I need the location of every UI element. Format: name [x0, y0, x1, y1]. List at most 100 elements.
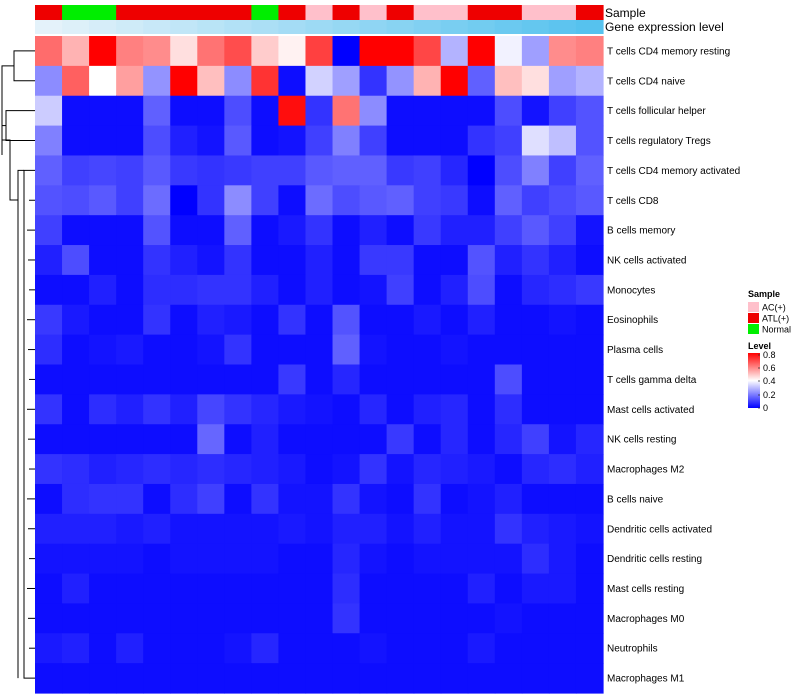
heatmap-cell	[413, 95, 442, 127]
heatmap-cell	[548, 125, 577, 157]
heatmap-cell	[251, 245, 280, 276]
heatmap-cell	[332, 454, 361, 485]
heatmap-cell	[224, 304, 252, 336]
heatmap-cell	[440, 155, 469, 186]
heatmap-cell	[224, 274, 252, 306]
heatmap-cell	[521, 394, 550, 425]
legend-sample-swatch	[748, 302, 759, 312]
heatmap-cell	[332, 513, 361, 545]
heatmap-cell	[359, 274, 388, 306]
sample-annotation-cell	[251, 5, 280, 20]
heatmap-cell	[224, 513, 252, 545]
heatmap-cell	[386, 394, 415, 425]
heatmap-cell	[251, 633, 280, 664]
heatmap-cell	[440, 185, 469, 216]
heatmap-cell	[359, 36, 388, 67]
heatmap-cell	[62, 483, 90, 515]
heatmap-cell	[548, 543, 577, 575]
sample-annotation-cell	[89, 5, 117, 20]
heatmap-cell	[224, 573, 252, 605]
heatmap-cell	[278, 155, 307, 186]
heatmap-cell	[170, 573, 198, 605]
heatmap-cell	[62, 304, 90, 336]
heatmap-cell	[359, 304, 388, 336]
row-label: T cells gamma delta	[607, 375, 697, 386]
heatmap-cell	[251, 454, 280, 485]
heatmap-cell	[278, 394, 307, 425]
heatmap-cell	[440, 125, 469, 157]
heatmap-cell	[467, 364, 496, 395]
heatmap-cell	[494, 125, 523, 157]
heatmap-cell	[548, 65, 577, 97]
heatmap-cell	[332, 334, 361, 366]
heatmap-cell	[305, 245, 334, 276]
heatmap-cell	[332, 245, 361, 276]
heatmap-cell	[143, 603, 171, 634]
heatmap-cell	[386, 483, 415, 515]
heatmap-cell	[224, 334, 252, 366]
heatmap-cell	[116, 424, 144, 455]
heatmap-cell	[575, 394, 604, 425]
sample-annotation-cell	[116, 5, 144, 20]
heatmap-cell	[467, 543, 496, 575]
heatmap-cell	[197, 125, 225, 157]
annotation-labels: Sample Gene expression level	[605, 6, 724, 34]
heatmap-cell	[575, 36, 604, 67]
heatmap-cell	[548, 364, 577, 395]
heatmap-cell	[143, 185, 171, 216]
heatmap-cell	[89, 304, 117, 336]
heatmap-cell	[305, 603, 334, 634]
heatmap-cell	[332, 394, 361, 425]
heatmap-cell	[62, 633, 90, 664]
heatmap-cell	[548, 185, 577, 216]
heatmap-cell	[278, 483, 307, 515]
heatmap-cell	[116, 364, 144, 395]
heatmap-cell	[224, 95, 252, 127]
sample-annotation-cell	[494, 5, 523, 20]
legend-level-tick-label: 0	[763, 403, 768, 413]
heatmap-cell	[575, 364, 604, 395]
heatmap-cell	[548, 155, 577, 186]
heatmap-cell	[413, 513, 442, 545]
heatmap-cell	[89, 125, 117, 157]
heatmap-cell	[116, 125, 144, 157]
heatmap-cell	[197, 454, 225, 485]
expression-annotation-cell	[197, 20, 225, 34]
sample-annotation-cell	[575, 5, 604, 20]
heatmap-cell	[467, 633, 496, 664]
heatmap-cell	[89, 36, 117, 67]
heatmap-cell	[359, 334, 388, 366]
heatmap-cell	[494, 274, 523, 306]
heatmap-cell	[89, 245, 117, 276]
heatmap-cell	[62, 663, 90, 694]
heatmap-cell	[494, 364, 523, 395]
heatmap-cell	[521, 573, 550, 605]
heatmap-cell	[332, 633, 361, 664]
heatmap-cell	[521, 185, 550, 216]
expression-annotation-cell	[305, 20, 334, 34]
heatmap-cell	[62, 334, 90, 366]
heatmap-cell	[467, 155, 496, 186]
heatmap-cell	[197, 185, 225, 216]
heatmap-cell	[170, 185, 198, 216]
sample-annotation-cell	[62, 5, 90, 20]
heatmap-cell	[62, 513, 90, 545]
heatmap-cell	[170, 125, 198, 157]
heatmap-cell	[575, 65, 604, 97]
heatmap-cell	[548, 215, 577, 246]
heatmap-cell	[170, 454, 198, 485]
sample-annotation-cell	[359, 5, 388, 20]
heatmap-cell	[332, 185, 361, 216]
heatmap-cell	[521, 603, 550, 634]
heatmap-cell	[386, 663, 415, 694]
heatmap-cell	[62, 36, 90, 67]
heatmap-cell	[143, 573, 171, 605]
heatmap-cell	[197, 36, 225, 67]
row-label: T cells CD4 memory resting	[607, 46, 730, 57]
heatmap-cell	[521, 304, 550, 336]
heatmap-cell	[170, 483, 198, 515]
heatmap-cell	[575, 125, 604, 157]
heatmap-cell	[62, 245, 90, 276]
heatmap-cell	[89, 663, 117, 694]
heatmap-cell	[521, 155, 550, 186]
